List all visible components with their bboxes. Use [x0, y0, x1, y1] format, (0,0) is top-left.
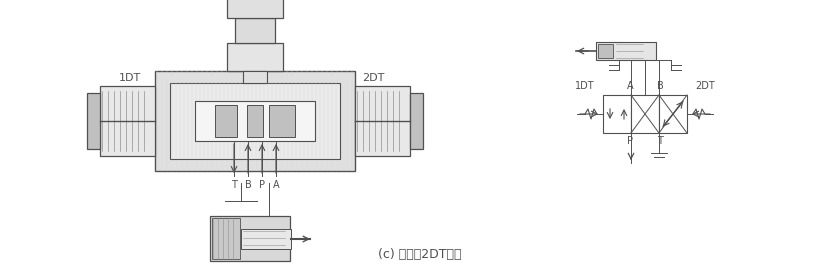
Text: (c) 电磁钄2DT通电: (c) 电磁钄2DT通电	[378, 248, 461, 261]
Bar	[596, 42, 656, 60]
Bar	[235, 18, 275, 43]
Text: 2DT: 2DT	[695, 81, 715, 91]
Bar	[170, 83, 340, 159]
Text: 1DT: 1DT	[576, 81, 595, 91]
Text: 1DT: 1DT	[119, 73, 141, 83]
Bar	[195, 101, 315, 141]
Bar	[603, 95, 631, 133]
Text: T: T	[231, 180, 237, 190]
Text: P: P	[627, 136, 633, 146]
Bar	[227, 0, 283, 18]
Bar	[227, 43, 283, 71]
Text: B: B	[245, 180, 252, 190]
Text: A: A	[273, 180, 279, 190]
Bar	[355, 86, 410, 156]
Text: 2DT: 2DT	[362, 73, 384, 83]
Text: P: P	[259, 180, 265, 190]
Bar	[243, 71, 267, 83]
Bar	[269, 105, 295, 137]
Text: B: B	[657, 81, 664, 91]
Bar	[215, 105, 237, 137]
Bar	[659, 95, 687, 133]
Text: A: A	[627, 81, 633, 91]
Bar	[247, 105, 263, 137]
Bar	[210, 216, 290, 261]
Bar	[631, 95, 659, 133]
Bar	[87, 93, 100, 149]
Bar	[241, 229, 291, 249]
Bar	[598, 44, 613, 58]
Bar	[100, 86, 155, 156]
Bar	[155, 71, 355, 171]
Text: T: T	[657, 136, 663, 146]
Bar	[410, 93, 423, 149]
Bar	[212, 218, 240, 259]
